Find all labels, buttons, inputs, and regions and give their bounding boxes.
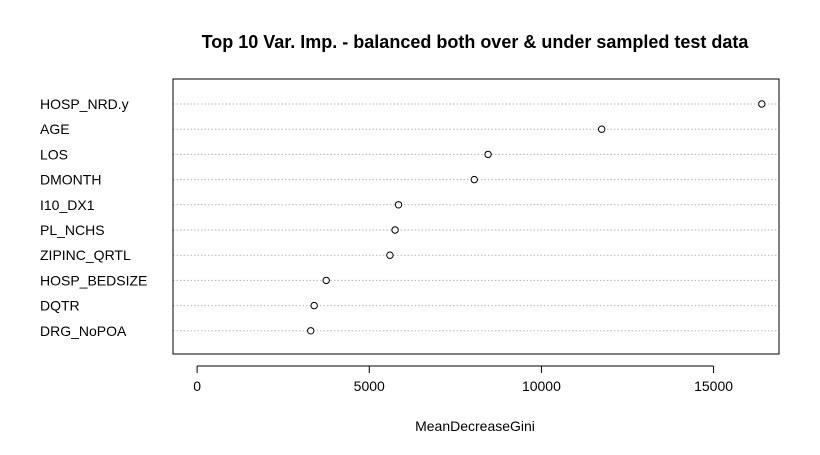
category-label: ZIPINC_QRTL: [40, 247, 131, 263]
data-point: [484, 150, 492, 159]
data-point: [758, 100, 766, 108]
data-point: [307, 327, 315, 335]
plot-frame: [172, 78, 780, 355]
category-label: AGE: [40, 121, 70, 137]
data-point: [310, 301, 318, 310]
category-labels: HOSP_NRD.y AGE LOS DMONTH I10_DX1 PL_NCHS ZIPI…: [40, 96, 147, 339]
category-label: HOSP_NRD.y: [40, 96, 129, 112]
chart-title: Top 10 Var. Imp. - balanced both over & …: [202, 32, 750, 52]
category-label: DQTR: [40, 298, 80, 314]
data-point: [391, 226, 399, 234]
data-point: [394, 201, 403, 209]
data-point: [597, 125, 606, 133]
data-point: [386, 251, 394, 259]
x-tick-label: 10000: [522, 378, 561, 394]
category-label: HOSP_BEDSIZE: [40, 272, 147, 288]
category-label: DRG_NoPOA: [40, 323, 127, 339]
category-label: LOS: [40, 146, 68, 162]
data-point: [322, 276, 330, 285]
data-point: [470, 175, 478, 184]
category-label: PL_NCHS: [40, 222, 105, 238]
category-label: I10_DX1: [40, 197, 95, 213]
gridlines: [173, 103, 779, 332]
x-tick-label: 5000: [354, 378, 385, 394]
category-label: DMONTH: [40, 172, 101, 188]
x-axis: 0 5000 10000 15000: [193, 365, 733, 394]
x-tick-label: 15000: [694, 378, 733, 394]
points: [307, 100, 766, 335]
x-tick-label: 0: [193, 378, 201, 394]
x-axis-title: MeanDecreaseGini: [415, 418, 535, 434]
